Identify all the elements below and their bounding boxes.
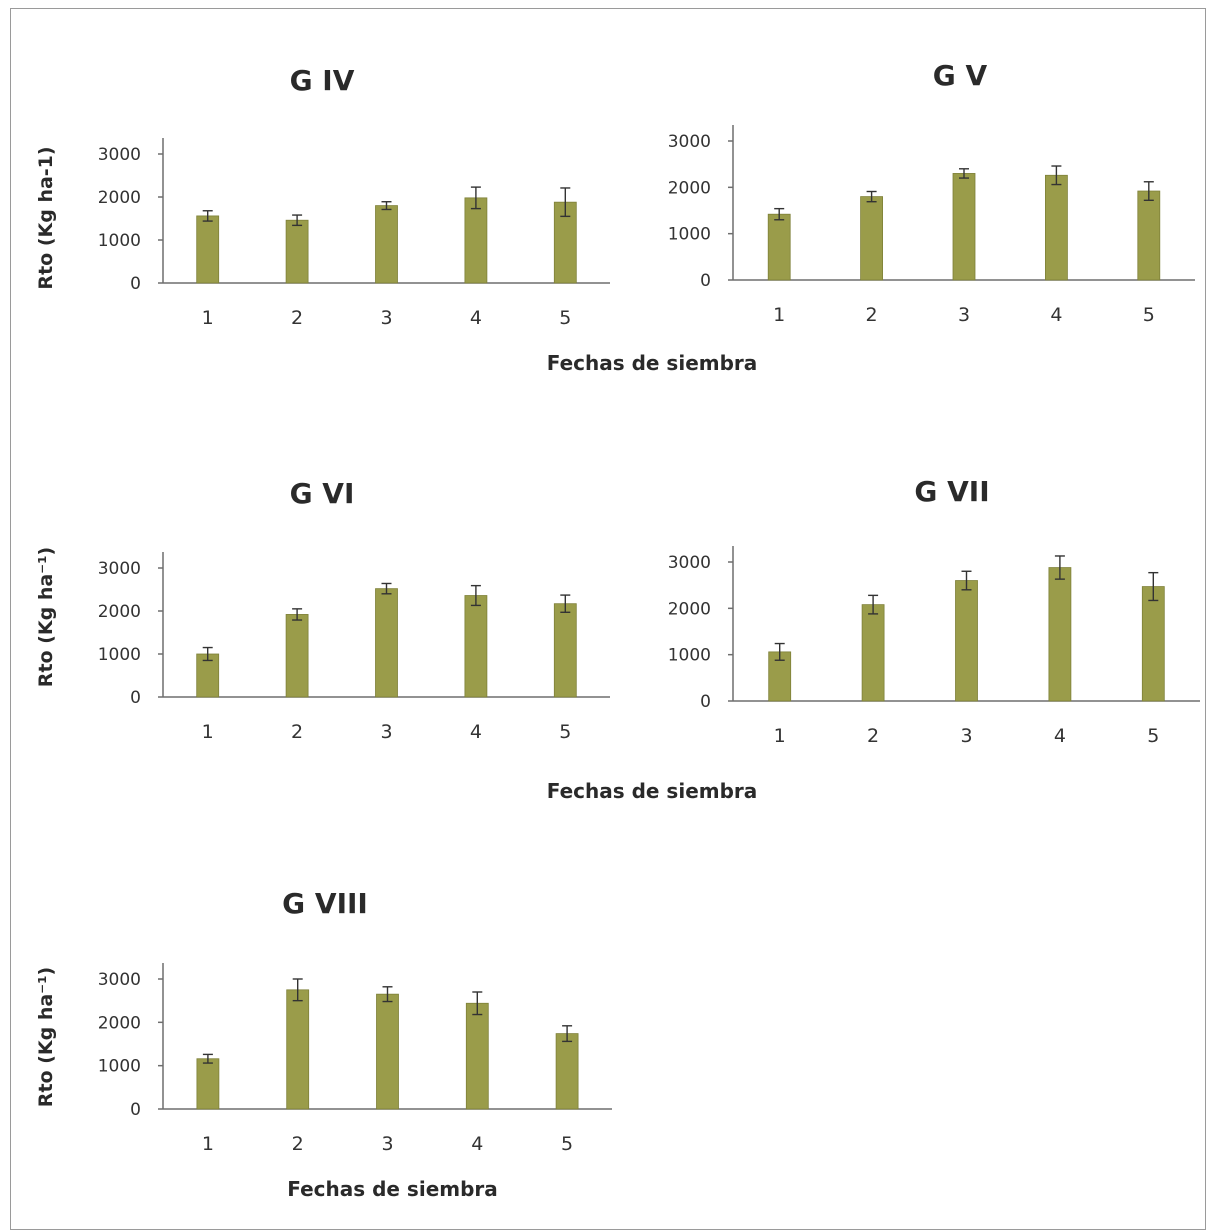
bar [375,588,398,698]
x-tick-label: 4 [470,721,482,743]
y-tick-label: 2000 [98,602,141,622]
bar [1141,586,1165,702]
chart-panel-2: G V 0 1000 2000 3000 1 2 3 4 5 [668,59,1195,326]
x-tick-label: 1 [202,307,214,329]
bar [464,595,488,698]
chart-panel-3: G VI 0 1000 2000 3000 1 2 3 4 5 Rto (Kg ha⁻¹) [35,477,610,743]
chart-title: G IV [290,64,355,97]
chart-title: G VI [290,477,355,510]
y-tick-label: 0 [130,1100,141,1120]
x-tick-label: 3 [960,725,972,747]
y-axis-label: Rto (Kg ha⁻¹) [35,547,57,687]
x-tick-label: 4 [1050,304,1062,326]
x-tick-label: 2 [291,307,303,329]
x-tick-label: 3 [381,1133,393,1155]
y-tick-label: 3000 [98,145,141,165]
chart-panel-1: G IV 0 1000 2000 3000 1 2 3 4 5 Rto (Kg ha-1) [35,64,610,329]
x-axis-label: Fechas de siembra [287,1177,498,1201]
y-tick-label: 3000 [668,132,711,152]
y-tick-label: 0 [700,271,711,291]
y-axis-label: Rto (Kg ha-1) [35,146,57,289]
x-tick-label: 3 [958,304,970,326]
bar [285,614,309,698]
y-tick-label: 2000 [668,599,711,619]
bar [1137,190,1161,281]
y-tick-label: 1000 [668,646,711,666]
x-tick-label: 4 [471,1133,483,1155]
x-tick-label: 3 [380,721,392,743]
shared-xlabel-row1: Fechas de siembra [547,351,758,375]
bar [375,205,398,284]
chart-title: G VIII [282,887,368,920]
y-tick-label: 3000 [668,553,711,573]
x-tick-label: 5 [559,721,571,743]
chart-title: G VII [914,475,989,508]
shared-xlabel-row2: Fechas de siembra [547,779,758,803]
bar [285,219,309,284]
bar [376,993,399,1110]
y-tick-label: 3000 [98,970,141,990]
x-tick-label: 2 [867,725,879,747]
y-tick-label: 0 [700,692,711,712]
bar [955,580,978,702]
bar [196,215,220,284]
bar [767,213,791,281]
y-tick-label: 1000 [98,645,141,665]
bar [1048,567,1072,702]
x-tick-label: 5 [1147,725,1159,747]
x-tick-label: 4 [470,307,482,329]
bar [860,196,883,281]
y-tick-label: 2000 [98,1013,141,1033]
x-tick-label: 5 [559,307,571,329]
y-tick-label: 3000 [98,559,141,579]
x-tick-label: 5 [1143,304,1155,326]
x-tick-label: 2 [291,721,303,743]
bar [465,1002,489,1110]
x-tick-label: 5 [561,1133,573,1155]
y-tick-label: 1000 [668,225,711,245]
y-tick-label: 1000 [98,231,141,251]
y-tick-label: 2000 [668,178,711,198]
chart-panel-4: G VII 0 1000 2000 3000 1 2 3 4 5 [668,475,1200,747]
y-tick-label: 0 [130,688,141,708]
chart-panel-5: G VIII 0 1000 2000 3000 1 2 3 4 5 Rto (Kg ha⁻¹) Fec… [35,887,612,1201]
x-tick-label: 1 [774,725,786,747]
bar [286,989,310,1110]
bar [952,173,976,281]
bar [196,1058,220,1110]
y-tick-label: 2000 [98,188,141,208]
x-tick-label: 2 [866,304,878,326]
x-tick-label: 4 [1054,725,1066,747]
figure-frame [10,8,1206,1230]
y-tick-label: 0 [130,274,141,294]
x-tick-label: 1 [773,304,785,326]
bar [464,197,488,284]
chart-title: G V [933,59,988,92]
bar [555,1033,579,1110]
x-tick-label: 1 [202,1133,214,1155]
bar [861,604,885,702]
bar [1045,174,1068,281]
x-tick-label: 1 [202,721,214,743]
x-tick-label: 2 [292,1133,304,1155]
bar [553,603,577,698]
y-tick-label: 1000 [98,1057,141,1077]
x-tick-label: 3 [380,307,392,329]
y-axis-label: Rto (Kg ha⁻¹) [35,967,57,1107]
